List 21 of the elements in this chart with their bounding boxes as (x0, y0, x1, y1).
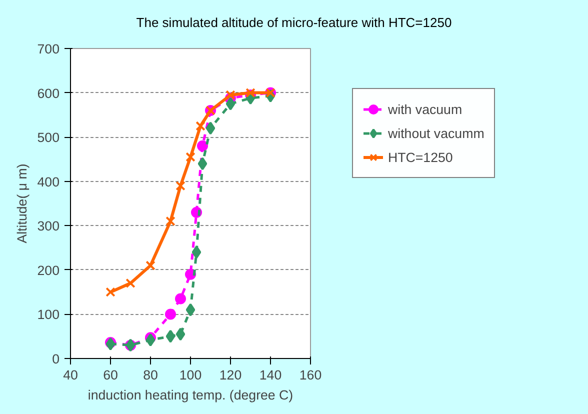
x-tick-label: 100 (179, 368, 202, 382)
x-tick-label: 120 (219, 368, 242, 382)
x-tick-label: 40 (63, 368, 78, 382)
y-tick-label: 700 (37, 42, 60, 56)
y-axis-title: Altitude( μ m) (14, 164, 30, 244)
x-tick-label: 60 (103, 368, 118, 382)
x-tick-label: 160 (299, 368, 322, 382)
y-tick-label: 500 (37, 130, 60, 146)
legend-label: with vacuum (388, 102, 462, 116)
y-tick-label: 0 (52, 352, 60, 366)
legend-label: without vacumm (388, 126, 484, 140)
x-tick-label: 80 (143, 368, 158, 382)
y-tick-label: 600 (37, 86, 60, 101)
x-axis-title: induction heating temp. (degree C) (88, 388, 294, 402)
y-tick-label: 300 (37, 218, 60, 234)
x-tick-label: 140 (259, 368, 282, 382)
legend-label: HTC=1250 (388, 150, 453, 164)
y-tick-label: 100 (37, 307, 60, 322)
y-tick-label: 200 (37, 262, 60, 278)
chart-title: The simulated altitude of micro-feature with HTC=1250 (136, 14, 452, 32)
y-tick-label: 400 (37, 174, 60, 190)
